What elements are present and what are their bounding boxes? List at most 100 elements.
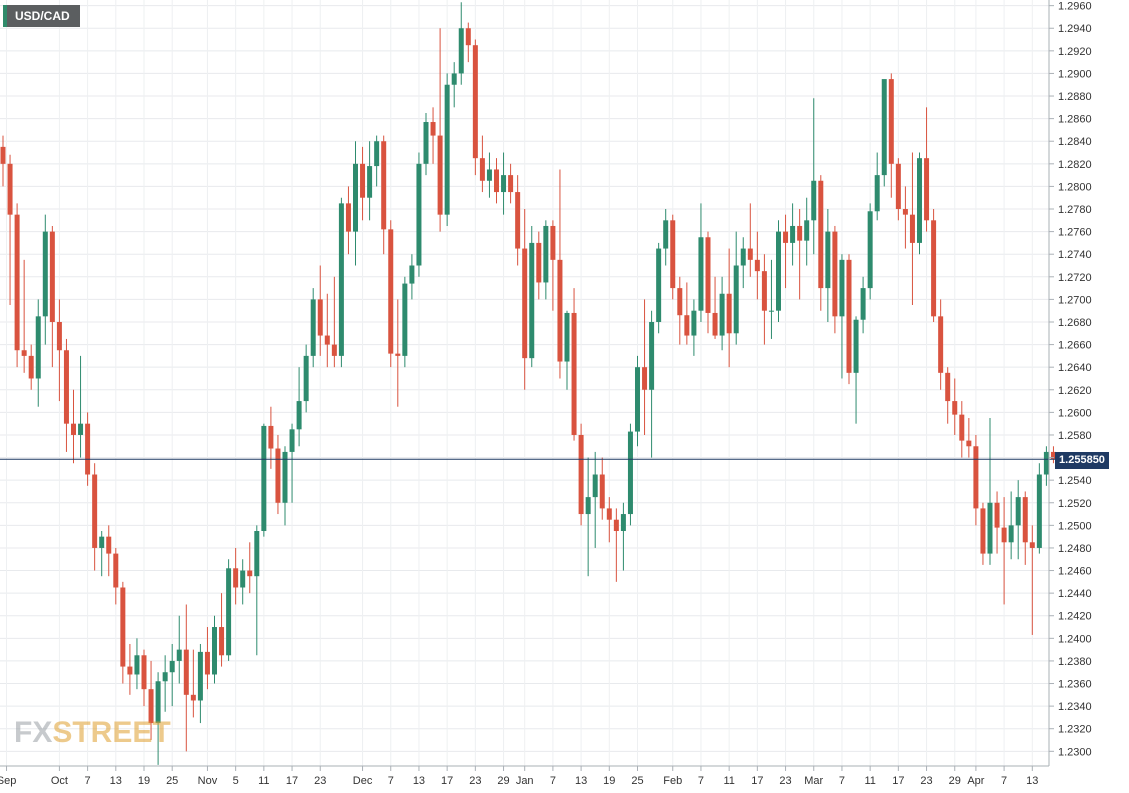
candle-body xyxy=(832,231,838,317)
candle-body xyxy=(388,229,394,354)
candles-layer xyxy=(0,2,1056,765)
candle-body xyxy=(508,175,514,193)
candle-body xyxy=(106,536,112,554)
candle-body xyxy=(783,231,789,243)
candle-body xyxy=(987,502,993,554)
candle-body xyxy=(331,344,337,356)
candle-body xyxy=(592,474,598,498)
candle-body xyxy=(747,248,753,260)
candle-body xyxy=(924,158,930,221)
y-tick-label: 1.2840 xyxy=(1058,136,1092,148)
candle-body xyxy=(162,672,168,682)
y-tick-label: 1.2500 xyxy=(1058,520,1092,532)
x-tick-label: 17 xyxy=(892,775,904,787)
candle-body xyxy=(7,163,13,215)
x-tick-label: Mar xyxy=(804,775,823,787)
candle-body xyxy=(190,694,196,701)
x-tick-label: 13 xyxy=(413,775,425,787)
candle-body xyxy=(790,225,796,243)
candle-body xyxy=(71,423,76,435)
x-tick-label: 17 xyxy=(441,775,453,787)
candle-body xyxy=(529,242,535,359)
candle-body xyxy=(226,568,232,656)
candle-body xyxy=(909,214,915,243)
candle-body xyxy=(853,319,859,373)
y-tick-label: 1.2960 xyxy=(1058,1,1092,13)
y-tick-label: 1.2580 xyxy=(1058,430,1092,442)
candle-body xyxy=(42,231,48,317)
candle-body xyxy=(148,689,154,724)
y-tick-label: 1.2460 xyxy=(1058,566,1092,578)
x-tick-label: 25 xyxy=(631,775,643,787)
candle-body xyxy=(888,79,894,164)
candle-body xyxy=(324,335,330,345)
candle-body xyxy=(423,122,429,164)
candle-body xyxy=(268,425,274,449)
candle-body xyxy=(197,651,203,701)
candle-body xyxy=(952,401,958,415)
candle-body xyxy=(345,203,351,232)
x-tick-label: Jan xyxy=(516,775,534,787)
x-tick-label: 13 xyxy=(575,775,587,787)
y-tick-label: 1.2700 xyxy=(1058,294,1092,306)
candle-body xyxy=(1043,451,1049,475)
candle-body xyxy=(0,146,6,164)
candle-body xyxy=(56,321,62,351)
y-tick-label: 1.2880 xyxy=(1058,91,1092,103)
x-tick-label: 25 xyxy=(166,775,178,787)
y-tick-label: 1.2800 xyxy=(1058,181,1092,193)
candle-body xyxy=(176,649,182,661)
y-tick-label: 1.2300 xyxy=(1058,746,1092,758)
candle-body xyxy=(966,440,972,447)
candle-body xyxy=(430,122,436,136)
candle-body xyxy=(21,350,27,356)
candle-body xyxy=(1022,497,1028,543)
candle-body xyxy=(938,316,944,373)
candle-body xyxy=(931,220,937,317)
candle-body xyxy=(49,231,55,322)
candle-body xyxy=(585,497,591,515)
candle-body xyxy=(733,265,739,334)
candle-body xyxy=(994,502,1000,528)
candle-body xyxy=(254,531,260,577)
candle-body xyxy=(204,651,210,675)
y-tick-label: 1.2900 xyxy=(1058,68,1092,80)
candle-body xyxy=(754,259,760,272)
candle-body xyxy=(677,288,683,316)
candle-body xyxy=(353,163,358,232)
candle-body xyxy=(381,141,387,230)
y-tick-label: 1.2660 xyxy=(1058,340,1092,352)
candle-body xyxy=(613,519,619,532)
candle-body xyxy=(233,568,239,588)
candle-body xyxy=(761,271,767,311)
candle-body xyxy=(627,431,633,515)
candle-body xyxy=(1008,525,1014,543)
x-tick-label: 5 xyxy=(233,775,239,787)
candle-body xyxy=(63,350,69,424)
candle-body xyxy=(169,660,175,673)
candle-body xyxy=(282,451,288,503)
candle-body xyxy=(486,169,492,181)
candle-body xyxy=(296,401,302,430)
candle-body xyxy=(776,231,781,311)
y-tick-label: 1.2480 xyxy=(1058,543,1092,555)
candle-body xyxy=(451,73,457,85)
x-tick-label: 29 xyxy=(949,775,961,787)
candle-body xyxy=(289,429,295,452)
x-tick-label: 23 xyxy=(920,775,932,787)
candle-body xyxy=(635,367,640,432)
candle-body xyxy=(247,570,253,577)
candle-body xyxy=(705,237,711,313)
y-tick-label: 1.2920 xyxy=(1058,46,1092,58)
x-tick-label: Oct xyxy=(51,775,68,787)
candle-body xyxy=(550,225,556,260)
y-tick-label: 1.2760 xyxy=(1058,227,1092,239)
candle-body xyxy=(726,293,732,334)
x-tick-label: Nov xyxy=(198,775,218,787)
candle-body xyxy=(825,231,831,289)
y-tick-label: 1.2640 xyxy=(1058,362,1092,374)
x-tick-label: 17 xyxy=(286,775,298,787)
y-tick-label: 1.2860 xyxy=(1058,114,1092,126)
candle-body xyxy=(141,655,147,690)
